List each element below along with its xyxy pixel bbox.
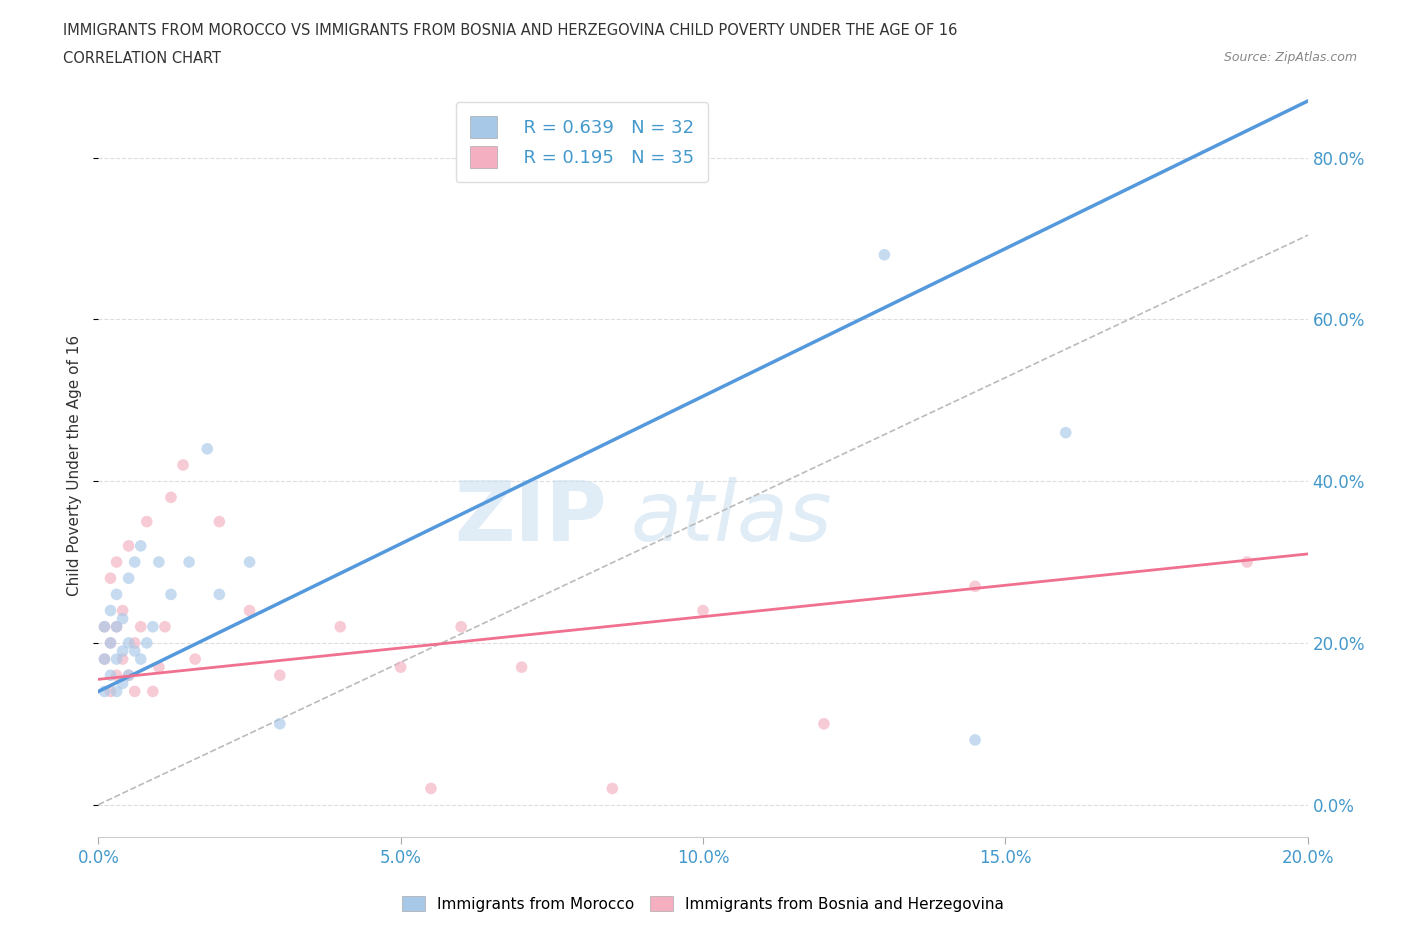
Point bbox=[93, 684, 115, 698]
Point bbox=[111, 652, 134, 667]
Point bbox=[93, 652, 115, 667]
Point bbox=[105, 587, 128, 602]
Point bbox=[965, 578, 987, 593]
Point bbox=[184, 652, 207, 667]
Y-axis label: Child Poverty Under the Age of 16: Child Poverty Under the Age of 16 bbox=[67, 335, 83, 595]
Point bbox=[965, 733, 987, 748]
Point bbox=[160, 490, 183, 505]
Point bbox=[105, 668, 128, 683]
Point bbox=[195, 442, 218, 457]
Point bbox=[142, 619, 165, 634]
Point bbox=[179, 554, 201, 569]
Point bbox=[118, 571, 141, 586]
Point bbox=[93, 652, 115, 667]
Point bbox=[129, 619, 152, 634]
Point bbox=[269, 716, 291, 731]
Point bbox=[100, 668, 122, 683]
Point bbox=[813, 716, 835, 731]
Point bbox=[105, 652, 128, 667]
Point bbox=[208, 587, 231, 602]
Text: ZIP: ZIP bbox=[454, 476, 606, 558]
Point bbox=[153, 619, 176, 634]
Point bbox=[100, 635, 122, 650]
Point bbox=[389, 659, 412, 674]
Point bbox=[93, 619, 115, 634]
Point bbox=[105, 619, 128, 634]
Point bbox=[124, 644, 146, 658]
Point bbox=[118, 538, 141, 553]
Point bbox=[129, 652, 152, 667]
Point bbox=[239, 554, 262, 569]
Point bbox=[124, 554, 146, 569]
Point bbox=[118, 635, 141, 650]
Point bbox=[148, 554, 170, 569]
Point bbox=[602, 781, 624, 796]
Text: Source: ZipAtlas.com: Source: ZipAtlas.com bbox=[1223, 51, 1357, 64]
Point bbox=[100, 604, 122, 618]
Point bbox=[93, 619, 115, 634]
Point bbox=[105, 554, 128, 569]
Point bbox=[124, 635, 146, 650]
Point bbox=[160, 587, 183, 602]
Point bbox=[105, 684, 128, 698]
Point bbox=[111, 611, 134, 626]
Point bbox=[100, 684, 122, 698]
Text: IMMIGRANTS FROM MOROCCO VS IMMIGRANTS FROM BOSNIA AND HERZEGOVINA CHILD POVERTY : IMMIGRANTS FROM MOROCCO VS IMMIGRANTS FR… bbox=[63, 23, 957, 38]
Point bbox=[100, 635, 122, 650]
Point bbox=[100, 571, 122, 586]
Point bbox=[208, 514, 231, 529]
Point bbox=[329, 619, 352, 634]
Point bbox=[135, 514, 157, 529]
Point bbox=[1054, 425, 1077, 440]
Point bbox=[124, 684, 146, 698]
Point bbox=[142, 684, 165, 698]
Text: CORRELATION CHART: CORRELATION CHART bbox=[63, 51, 221, 66]
Point bbox=[111, 644, 134, 658]
Point bbox=[148, 659, 170, 674]
Legend:   R = 0.639   N = 32,   R = 0.195   N = 35: R = 0.639 N = 32, R = 0.195 N = 35 bbox=[456, 102, 709, 182]
Point bbox=[269, 668, 291, 683]
Point bbox=[118, 668, 141, 683]
Point bbox=[111, 604, 134, 618]
Point bbox=[135, 635, 157, 650]
Point bbox=[450, 619, 472, 634]
Point bbox=[118, 668, 141, 683]
Point bbox=[129, 538, 152, 553]
Point bbox=[239, 604, 262, 618]
Point bbox=[510, 659, 533, 674]
Legend: Immigrants from Morocco, Immigrants from Bosnia and Herzegovina: Immigrants from Morocco, Immigrants from… bbox=[396, 889, 1010, 918]
Point bbox=[873, 247, 896, 262]
Text: atlas: atlas bbox=[630, 476, 832, 558]
Point bbox=[1236, 554, 1258, 569]
Point bbox=[420, 781, 443, 796]
Point bbox=[111, 676, 134, 691]
Point bbox=[692, 604, 714, 618]
Point bbox=[105, 619, 128, 634]
Point bbox=[172, 458, 194, 472]
